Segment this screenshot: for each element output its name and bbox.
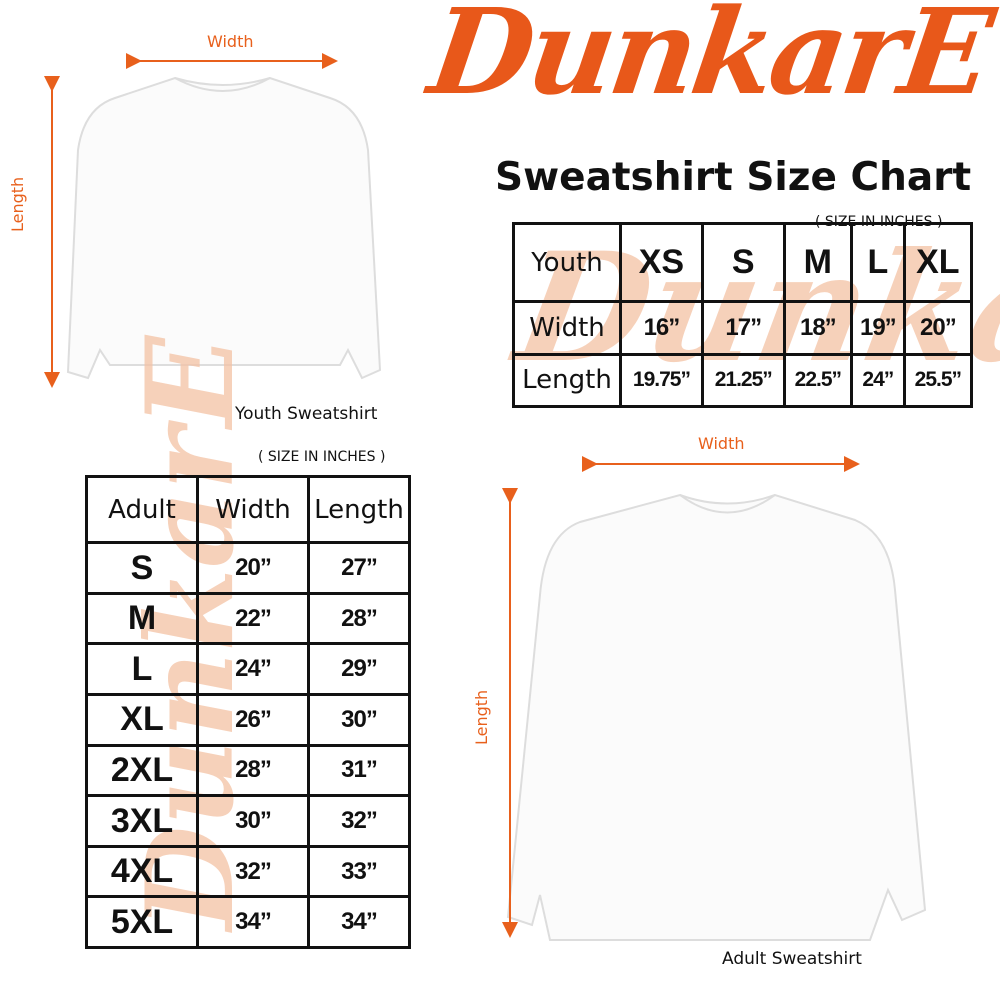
length-cell: 27”: [307, 541, 411, 595]
adult-width-label: Width: [698, 434, 745, 453]
adult-length-label: Length: [472, 689, 491, 745]
value-cell: 24”: [849, 352, 906, 408]
width-cell: 24”: [196, 642, 310, 697]
size-cell: 3XL: [85, 794, 199, 848]
width-cell: 28”: [196, 743, 310, 798]
youth-length-row: Length 19.75” 21.25” 22.5” 24” 25.5”: [512, 352, 974, 408]
length-cell: 29”: [307, 642, 411, 697]
value-cell: 18”: [782, 300, 853, 356]
adult-sweatshirt-illustration: [502, 456, 927, 941]
adult-caption: Adult Sweatshirt: [722, 949, 862, 969]
youth-header-row: Youth XS S M L XL: [512, 222, 974, 303]
youth-width-label: Width: [207, 32, 254, 51]
brand-logo: DunkarE: [421, 0, 998, 121]
adult-size-row: 5XL 34” 34”: [85, 895, 411, 949]
adult-size-table: Adult Width Length S 20” 27” M 22” 28” L 24” 29”…: [85, 474, 411, 949]
header-cell: Length: [307, 474, 411, 545]
length-cell: 32”: [307, 794, 411, 848]
header-cell: Adult: [85, 474, 199, 545]
value-cell: 20”: [902, 300, 974, 356]
value-cell: 16”: [619, 300, 704, 356]
size-cell: L: [85, 642, 199, 697]
value-cell: 22.5”: [782, 352, 853, 408]
size-cell: S: [85, 541, 199, 595]
adult-size-row: S 20” 27”: [85, 541, 411, 595]
adult-size-row: 3XL 30” 32”: [85, 794, 411, 848]
size-cell: L: [849, 222, 906, 303]
youth-header-cell: Youth: [512, 222, 622, 303]
adult-size-row: L 24” 29”: [85, 642, 411, 697]
value-cell: 19”: [849, 300, 906, 356]
page-title: Sweatshirt Size Chart: [495, 155, 972, 200]
youth-width-row: Width 16” 17” 18” 19” 20”: [512, 300, 974, 356]
header-cell: Width: [196, 474, 310, 545]
width-cell: 32”: [196, 844, 310, 899]
row-label: Length: [512, 352, 622, 408]
length-cell: 33”: [307, 844, 411, 899]
length-cell: 34”: [307, 895, 411, 949]
size-cell: 5XL: [85, 895, 199, 949]
adult-header-row: Adult Width Length: [85, 474, 411, 545]
size-cell: XL: [902, 222, 974, 303]
size-cell: XS: [619, 222, 704, 303]
width-cell: 30”: [196, 794, 310, 848]
youth-sweatshirt-illustration: [44, 53, 382, 388]
length-cell: 31”: [307, 743, 411, 798]
size-cell: M: [782, 222, 853, 303]
youth-size-table: Youth XS S M L XL Width 16” 17” 18” 19” …: [512, 222, 974, 408]
value-cell: 21.25”: [700, 352, 786, 408]
width-cell: 34”: [196, 895, 310, 949]
value-cell: 17”: [700, 300, 786, 356]
width-cell: 22”: [196, 591, 310, 646]
value-cell: 19.75”: [619, 352, 704, 408]
width-cell: 20”: [196, 541, 310, 595]
adult-size-row: 2XL 28” 31”: [85, 743, 411, 798]
size-cell: M: [85, 591, 199, 646]
row-label: Width: [512, 300, 622, 356]
length-cell: 30”: [307, 693, 411, 747]
adult-unit-note: ( SIZE IN INCHES ): [258, 449, 386, 465]
width-cell: 26”: [196, 693, 310, 747]
youth-length-label: Length: [8, 176, 27, 232]
size-cell: 4XL: [85, 844, 199, 899]
size-cell: XL: [85, 693, 199, 747]
length-cell: 28”: [307, 591, 411, 646]
size-cell: S: [700, 222, 786, 303]
adult-size-row: M 22” 28”: [85, 591, 411, 646]
youth-caption: Youth Sweatshirt: [235, 404, 378, 424]
adult-size-row: XL 26” 30”: [85, 693, 411, 747]
size-cell: 2XL: [85, 743, 199, 798]
adult-size-row: 4XL 32” 33”: [85, 844, 411, 899]
value-cell: 25.5”: [902, 352, 974, 408]
